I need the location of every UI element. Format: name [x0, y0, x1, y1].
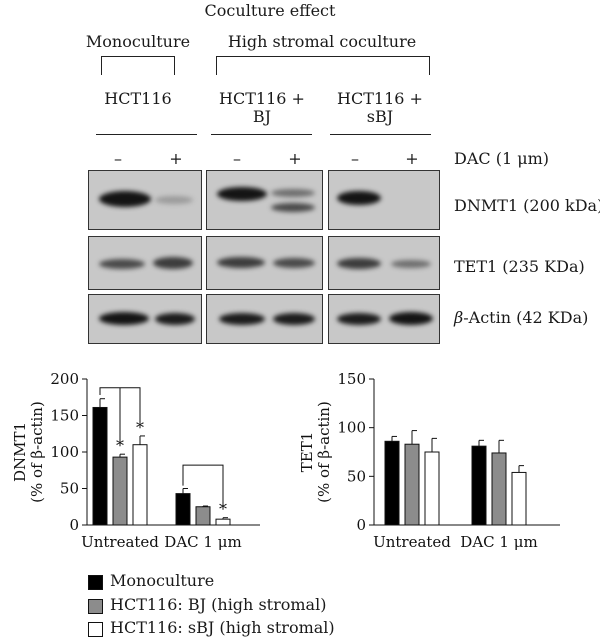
lane-label-hct116: HCT116 — [104, 89, 172, 108]
blot-label-actin: β-Actin (42 KDa) — [454, 308, 589, 327]
dac-minus-sbj: – — [351, 149, 359, 168]
y-axis-label-line2: (% of β-actin) — [28, 401, 46, 503]
dac-minus-bj: – — [233, 149, 241, 168]
bar — [424, 451, 440, 526]
bar — [112, 456, 128, 526]
significance-mark: * — [116, 436, 124, 455]
chart-tet1: 0 50 100 150 TET1 (% of β-actin) Untreated DAC … — [298, 370, 560, 551]
y-tick-label: 0 — [356, 516, 366, 534]
dac-plus-sbj: + — [405, 149, 419, 168]
y-tick-label: 150 — [50, 407, 79, 425]
group-label-monoculture: Monoculture — [85, 32, 191, 51]
y-tick-label: 100 — [337, 419, 366, 437]
legend-swatch-monoculture — [88, 575, 103, 590]
significance-mark: * — [219, 500, 227, 519]
blot-actin-sbj — [328, 294, 440, 344]
y-axis-label-line1: TET1 — [298, 432, 316, 473]
dac-minus-mono: – — [114, 149, 122, 168]
bar — [92, 406, 108, 526]
comparison-bracket — [99, 387, 141, 445]
y-tick-label: 150 — [337, 370, 366, 388]
dac-condition-label: DAC (1 μm) — [454, 149, 550, 168]
y-axis-label-line2: (% of β-actin) — [315, 401, 333, 503]
comparison-bracket — [182, 464, 224, 509]
legend-label-monoculture: Monoculture — [110, 571, 215, 590]
bar — [195, 506, 211, 526]
lane-label-hct116-sbj: HCT116 + sBJ — [337, 89, 423, 126]
y-axis-label-line1: DNMT1 — [11, 422, 29, 482]
bar — [132, 444, 148, 526]
bar — [511, 471, 527, 526]
x-tick-label: DAC 1 μm — [164, 533, 241, 551]
blot-actin-mono — [88, 294, 202, 344]
x-tick-label: DAC 1 μm — [460, 533, 537, 551]
bar — [471, 445, 487, 526]
significance-mark: * — [136, 418, 144, 437]
blot-dnmt1-bj — [206, 170, 323, 230]
lane-underline-bj — [211, 134, 312, 135]
y-tick-label: 50 — [60, 480, 79, 498]
y-tick-label: 0 — [69, 516, 79, 534]
figure-title: Coculture effect — [204, 1, 336, 20]
lane-underline-sbj — [330, 134, 431, 135]
lane-label-hct116-bj: HCT116 + BJ — [219, 89, 305, 126]
blot-label-dnmt1: DNMT1 (200 kDa) — [454, 196, 600, 215]
legend-swatch-sbj — [88, 622, 103, 637]
chart-dnmt1: 0 50 100 150 200 DNMT1 (% of β-actin) Untreated… — [11, 370, 260, 551]
blot-actin-bj — [206, 294, 323, 344]
y-tick-label: 50 — [347, 467, 366, 485]
blot-tet1-bj — [206, 236, 323, 290]
group-label-high-stromal: High stromal coculture — [227, 32, 417, 51]
y-tick-label: 100 — [50, 443, 79, 461]
bar — [404, 443, 420, 526]
x-tick-label: Untreated — [81, 533, 159, 551]
dac-plus-bj: + — [288, 149, 302, 168]
bar — [175, 493, 191, 526]
y-tick-label: 200 — [50, 370, 79, 388]
legend-swatch-bj — [88, 599, 103, 614]
bar — [491, 452, 507, 526]
lane-underline-hct116 — [96, 134, 197, 135]
bar — [215, 518, 231, 526]
bar — [384, 440, 400, 526]
dac-plus-mono: + — [169, 149, 183, 168]
blot-tet1-sbj — [328, 236, 440, 290]
legend-label-sbj: HCT116: sBJ (high stromal) — [110, 618, 335, 637]
blot-dnmt1-sbj — [328, 170, 440, 230]
blot-tet1-mono — [88, 236, 202, 290]
blot-dnmt1-mono — [88, 170, 202, 230]
legend-label-bj: HCT116: BJ (high stromal) — [110, 595, 327, 614]
x-tick-label: Untreated — [373, 533, 451, 551]
blot-label-tet1: TET1 (235 KDa) — [454, 257, 585, 276]
